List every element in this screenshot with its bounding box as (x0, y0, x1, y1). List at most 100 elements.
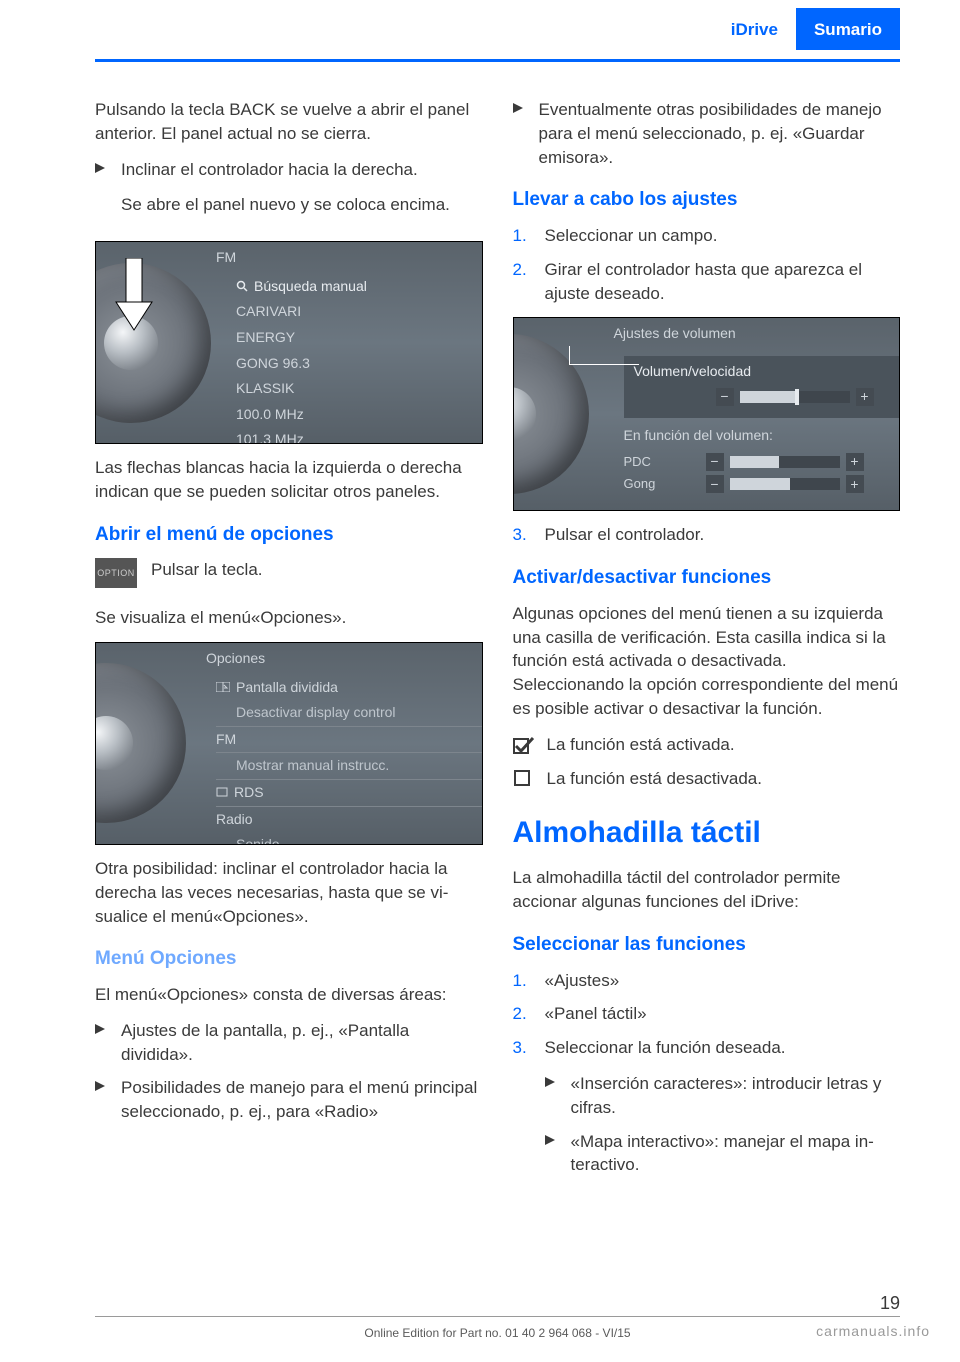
list-item: 1. Seleccionar un campo. (513, 224, 901, 248)
list-text: «Mapa interactivo»: manejar el mapa in­t… (571, 1130, 901, 1178)
body-text: El menú«Opciones» consta de diversas áre… (95, 983, 483, 1007)
volume-bar: Gong − + (624, 473, 900, 495)
content-columns: Pulsando la tecla BACK se vuelve a abrir… (95, 62, 900, 1187)
body-text: Otra posibilidad: inclinar el controlado… (95, 857, 483, 928)
list-item: 100.0 MHz (236, 402, 482, 428)
bullet-list: Eventualmente otras posibilidades de ma­… (513, 98, 901, 169)
list-item: 2. Girar el controlador hasta que aparez… (513, 258, 901, 306)
list-item: Posibilidades de manejo para el menú pri… (95, 1076, 483, 1124)
list-number: 1. (513, 969, 531, 993)
list-text: Ajustes de la pantalla, p. ej., «Pantall… (121, 1019, 483, 1067)
plus-button[interactable]: + (846, 453, 864, 471)
list-text: «Inserción caracteres»: introducir letra… (571, 1072, 901, 1120)
tab-idrive[interactable]: iDrive (713, 8, 796, 50)
list-number: 3. (513, 1036, 531, 1060)
list-text: Posibilidades de manejo para el menú pri… (121, 1076, 483, 1124)
body-text: Se abre el panel nuevo y se coloca encim… (121, 193, 483, 217)
header-tabs: iDrive Sumario (713, 8, 900, 50)
heading-activar-desactivar: Activar/desactivar funciones (513, 565, 901, 592)
footer-rule (95, 1316, 900, 1317)
split-screen-icon (216, 682, 230, 692)
check-label: La función está activada. (547, 733, 735, 757)
minus-button[interactable]: − (706, 453, 724, 471)
list-number: 1. (513, 224, 531, 248)
list-item: Eventualmente otras posibilidades de ma­… (513, 98, 901, 169)
numbered-list: 3. Pulsar el controlador. (513, 523, 901, 547)
heading-menu-opciones: Menú Opciones (95, 946, 483, 973)
screenshot-title: Opciones (96, 643, 482, 675)
body-text: Inclinar el controlador hacia la derecha… (121, 158, 483, 182)
bullet-list: Ajustes de la pantalla, p. ej., «Pantall… (95, 1019, 483, 1124)
screenshot-options-panel: Opciones Pantalla dividida Desactivar di… (95, 642, 483, 845)
checkbox-checked-icon (513, 736, 535, 754)
list-text: «Panel táctil» (545, 1002, 901, 1026)
list-number: 3. (513, 523, 531, 547)
list-item: ENERGY (236, 325, 482, 351)
heading-llevar-ajustes: Llevar a cabo los ajustes (513, 187, 901, 214)
list-item: Ajustes de la pantalla, p. ej., «Pantall… (95, 1019, 483, 1067)
search-icon (236, 280, 248, 292)
list-item: 1. «Ajustes» (513, 969, 901, 993)
minus-button[interactable]: − (716, 388, 734, 406)
page-number: 19 (880, 1291, 900, 1316)
list-number: 2. (513, 258, 531, 306)
page-footer: 19 Online Edition for Part no. 01 40 2 9… (95, 1316, 900, 1342)
list-text: «Ajustes» (545, 969, 901, 993)
numbered-list: 1. Seleccionar un campo. 2. Girar el con… (513, 224, 901, 305)
list-item: Sonido (216, 832, 482, 845)
heading-seleccionar-funciones: Seleccionar las funciones (513, 932, 901, 959)
option-key-icon: OPTION (95, 558, 137, 588)
list-item: 2. «Panel táctil» (513, 1002, 901, 1026)
page: iDrive Sumario Pulsando la tecla BACK se… (0, 0, 960, 1362)
list-item: CARIVARI (236, 299, 482, 325)
list-number: 2. (513, 1002, 531, 1026)
footer-text: Online Edition for Part no. 01 40 2 964 … (95, 1325, 900, 1342)
body-text: La almohadilla táctil del controlador pe… (513, 866, 901, 914)
left-column: Pulsando la tecla BACK se vuelve a abrir… (95, 98, 483, 1187)
list-item: 101.3 MHz (236, 427, 482, 444)
list-item: Búsqueda manual (236, 274, 482, 300)
row-label: En función del volumen: (624, 426, 900, 446)
body-text: Las flechas blancas hacia la izquierda o… (95, 456, 483, 504)
screenshot-title: Ajustes de volumen (514, 318, 900, 350)
row-label: PDC (624, 453, 700, 471)
volume-bar: PDC − + (624, 451, 900, 473)
list-item: RDS (216, 779, 482, 807)
body-text: Pulsar la tecla. (151, 558, 263, 582)
slider-track[interactable] (740, 391, 850, 403)
triangle-bullet-icon (513, 103, 525, 169)
heading-almohadilla: Almohadilla táctil (513, 812, 901, 854)
list-item: Inclinar el controlador hacia la derecha… (95, 158, 483, 230)
selected-row: Volumen/velocidad − + (624, 356, 900, 418)
checkbox-empty-icon (513, 769, 535, 787)
heading-abrir-menu: Abrir el menú de opciones (95, 522, 483, 549)
plus-button[interactable]: + (846, 475, 864, 493)
check-label: La función está desactivada. (547, 767, 762, 791)
list-item: Radio (216, 807, 482, 833)
plus-button[interactable]: + (856, 388, 874, 406)
check-off-row: La función está desactivada. (513, 767, 901, 791)
numbered-list: 1. «Ajustes» 2. «Panel táctil» 3. Selecc… (513, 969, 901, 1060)
screenshot-fm-panel: FM Búsqueda manual CARIVARI ENERGY GONG … (95, 241, 483, 444)
tab-sumario[interactable]: Sumario (796, 8, 900, 50)
list-item: GONG 96.3 (236, 351, 482, 377)
body-text: Pulsando la tecla BACK se vuelve a abrir… (95, 98, 483, 146)
slider-track[interactable] (730, 478, 840, 490)
list-text: Seleccionar un campo. (545, 224, 901, 248)
right-column: Eventualmente otras posibilidades de ma­… (513, 98, 901, 1187)
minus-button[interactable]: − (706, 475, 724, 493)
check-on-row: La función está activada. (513, 733, 901, 757)
slider-track[interactable] (730, 456, 840, 468)
body-text: Se visualiza el menú«Opciones». (95, 606, 483, 630)
list-item: FM (216, 726, 482, 754)
list-text: Eventualmente otras posibilidades de ma­… (539, 98, 901, 169)
body-text: Algunas opciones del menú tienen a su iz… (513, 602, 901, 721)
list-text: Seleccionar la función deseada. (545, 1036, 901, 1060)
list-item: Desactivar display control (216, 700, 482, 726)
bullet-list: Inclinar el controlador hacia la derecha… (95, 158, 483, 230)
checkbox-empty-icon (216, 787, 228, 797)
row-label: Volumen/velocidad (634, 362, 890, 382)
list-item: 3. Seleccionar la función deseada. (513, 1036, 901, 1060)
option-key-row: OPTION Pulsar la tecla. (95, 558, 483, 594)
screenshot-volume-settings: Ajustes de volumen Volumen/velocidad − + (513, 317, 901, 511)
